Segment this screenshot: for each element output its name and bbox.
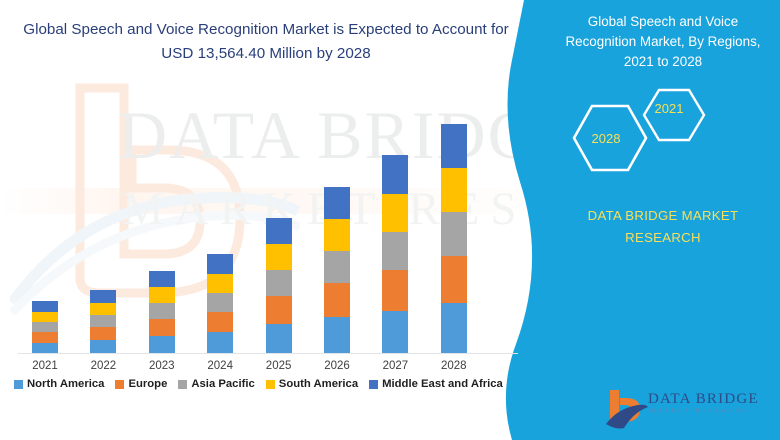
bar-2024[interactable] (207, 254, 234, 353)
bar-segment[interactable] (207, 254, 234, 274)
bar-segment[interactable] (148, 336, 175, 353)
bar-segment[interactable] (90, 290, 117, 303)
bar-segment[interactable] (265, 244, 292, 270)
bar-segment[interactable] (324, 317, 350, 353)
bar-2027[interactable] (382, 155, 409, 353)
brand-name: DATA BRIDGE MARKET RESEARCH (552, 205, 774, 249)
bar-2023[interactable] (148, 271, 175, 353)
page-title: Global Speech and Voice Recognition Mark… (23, 21, 509, 62)
footer-logo: DATA BRIDGE MARKET RESEARCH (604, 388, 764, 430)
bar-segment[interactable] (148, 319, 175, 336)
bar-segment[interactable] (32, 322, 58, 332)
legend-item-asia-pacific[interactable]: Asia Pacific (178, 378, 255, 390)
bar-segment[interactable] (148, 287, 175, 303)
bar-segment[interactable] (90, 327, 117, 340)
legend-label: Europe (128, 378, 168, 390)
data-bridge-mark-icon (606, 390, 648, 429)
bar-segment[interactable] (32, 301, 58, 312)
legend-swatch-icon (265, 379, 275, 389)
x-axis-label-2026: 2026 (324, 360, 350, 372)
bar-segment[interactable] (382, 232, 409, 270)
bar-segment[interactable] (207, 312, 234, 332)
x-axis-label-2022: 2022 (90, 360, 117, 372)
footer-logo-name: DATA BRIDGE (648, 391, 759, 407)
legend-item-south-america[interactable]: South America (265, 378, 359, 390)
bar-segment[interactable] (324, 251, 350, 283)
panel-title: Global Speech and Voice Recognition Mark… (565, 14, 761, 69)
legend-label: North America (27, 378, 105, 390)
bar-segment[interactable] (324, 187, 350, 219)
x-axis-label-2025: 2025 (265, 360, 292, 372)
bar-segment[interactable] (148, 303, 175, 319)
hex-label-2028: 2028 (591, 131, 621, 146)
legend-swatch-icon (14, 379, 23, 389)
bar-segment[interactable] (440, 124, 467, 168)
bar-segment[interactable] (440, 256, 467, 303)
legend-swatch-icon (178, 379, 188, 389)
bar-segment[interactable] (324, 283, 350, 317)
bar-2026[interactable] (324, 187, 350, 353)
legend-label: Middle East and Africa (382, 378, 503, 390)
bar-segment[interactable] (324, 219, 350, 251)
bar-segment[interactable] (32, 312, 58, 322)
bar-segment[interactable] (440, 212, 467, 256)
chart-legend: North America Europe Asia Pacific South Ame… (14, 378, 526, 390)
bar-segment[interactable] (148, 271, 175, 287)
bar-2021[interactable] (32, 301, 58, 353)
bar-segment[interactable] (207, 332, 234, 353)
bar-segment[interactable] (382, 270, 409, 311)
brand-line-1: DATA BRIDGE MARKET (587, 208, 739, 223)
legend-item-middle-east-and-africa[interactable]: Middle East and Africa (369, 378, 503, 390)
legend-label: South America (278, 378, 359, 390)
bar-segment[interactable] (90, 303, 117, 315)
bar-segment[interactable] (382, 311, 409, 353)
bar-segment[interactable] (207, 274, 234, 293)
x-axis-label-2021: 2021 (32, 360, 58, 372)
legend-label: Asia Pacific (191, 378, 255, 390)
x-axis-label-2024: 2024 (207, 360, 233, 372)
bar-segment[interactable] (265, 270, 292, 296)
bar-2022[interactable] (90, 290, 117, 353)
hexagon-outlines-icon (572, 88, 706, 172)
bar-segment[interactable] (32, 332, 58, 343)
hexagon-badges: 2028 2021 (556, 84, 770, 176)
x-axis-label-2023: 2023 (149, 360, 175, 372)
bar-segment[interactable] (265, 324, 292, 353)
brand-line-2: RESEARCH (625, 230, 701, 245)
bar-segment[interactable] (90, 340, 117, 353)
bar-segment[interactable] (265, 296, 292, 324)
bar-segment[interactable] (382, 155, 409, 194)
stacked-bar-chart: 2021 2022 2023 2024 2025 2026 2027 2028 (18, 124, 518, 372)
bar-segment[interactable] (440, 303, 467, 353)
footer-logo-tagline: MARKET RESEARCH (650, 408, 750, 414)
bar-segment[interactable] (265, 218, 292, 244)
legend-item-europe[interactable]: Europe (115, 378, 167, 390)
bar-segment[interactable] (90, 315, 117, 327)
legend-swatch-icon (115, 379, 125, 389)
bar-2028[interactable] (440, 124, 467, 353)
hex-label-2021: 2021 (654, 101, 684, 116)
x-axis-label-2028: 2028 (441, 360, 467, 372)
bar-segment[interactable] (32, 343, 58, 353)
bar-segment[interactable] (440, 168, 467, 212)
legend-swatch-icon (369, 379, 379, 389)
bar-segment[interactable] (382, 194, 409, 232)
bar-2025[interactable] (265, 218, 292, 353)
legend-item-north-america[interactable]: North America (14, 378, 104, 390)
x-axis-line (18, 353, 518, 354)
bar-segment[interactable] (207, 293, 234, 312)
x-axis-label-2027: 2027 (382, 360, 409, 372)
